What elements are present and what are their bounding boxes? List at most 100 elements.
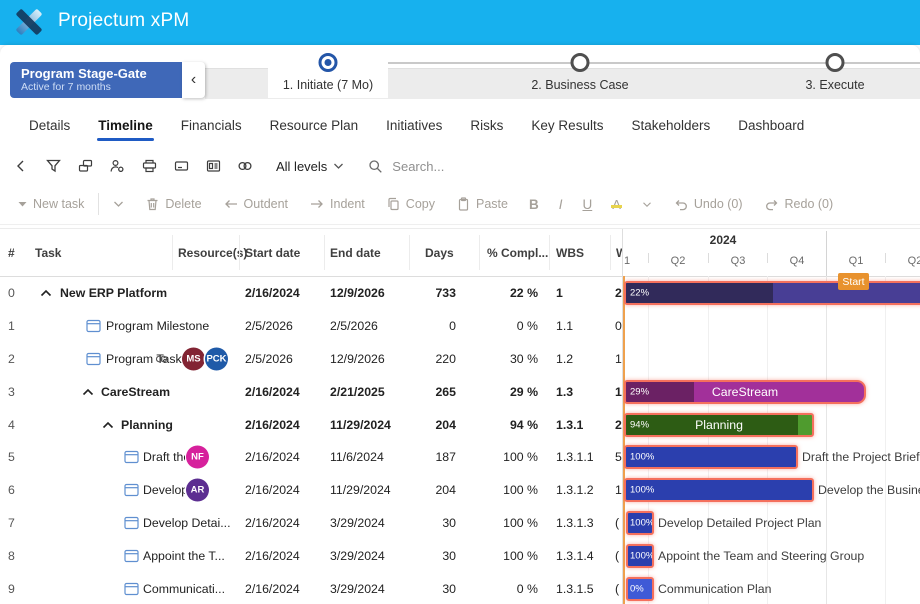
- filter-button[interactable]: [38, 152, 68, 180]
- tab-stakeholders[interactable]: Stakeholders: [630, 112, 711, 139]
- col-end[interactable]: End date: [330, 246, 381, 260]
- table-row[interactable]: 7 Develop Detai... 2/16/2024 3/29/2024 3…: [0, 506, 622, 539]
- delete-button[interactable]: Delete: [135, 190, 212, 218]
- levels-dropdown[interactable]: All levels: [268, 159, 352, 174]
- gantt-quarter-label: Q3: [731, 255, 746, 267]
- avatar[interactable]: PCK: [205, 347, 228, 370]
- tab-details[interactable]: Details: [28, 112, 71, 139]
- stage-gate-panel[interactable]: Program Stage-Gate Active for 7 months: [10, 62, 182, 98]
- stage-execute[interactable]: 3. Execute: [775, 45, 895, 103]
- bar-percent-label: 100%: [630, 518, 654, 529]
- copy-button[interactable]: Copy: [376, 190, 446, 218]
- underline-button[interactable]: U: [572, 197, 602, 212]
- table-row[interactable]: 9 Communicati... 2/16/2024 3/29/2024 30 …: [0, 572, 622, 604]
- task-icon: [124, 516, 139, 529]
- gantt-bar-summary[interactable]: 94% Planning: [624, 413, 814, 437]
- bar-right-label: Communication Plan: [658, 582, 771, 596]
- tab-initiatives[interactable]: Initiatives: [385, 112, 443, 139]
- gantt-bar-summary[interactable]: 29% CareStream: [624, 380, 866, 404]
- col-pct[interactable]: % Compl...: [487, 246, 548, 260]
- print-button[interactable]: [134, 152, 164, 180]
- trash-icon: [146, 197, 159, 211]
- group-button[interactable]: [70, 152, 100, 180]
- bar-right-label: Develop Detailed Project Plan: [658, 516, 821, 530]
- new-task-button[interactable]: New task: [16, 190, 95, 218]
- chevron-down-icon: [333, 162, 344, 170]
- tiles-icon: [78, 159, 93, 173]
- printer-icon: [142, 159, 157, 173]
- table-row[interactable]: 8 Appoint the T... 2/16/2024 3/29/2024 3…: [0, 539, 622, 572]
- italic-button[interactable]: I: [549, 197, 573, 212]
- collapse-caret-icon[interactable]: [102, 421, 114, 429]
- tab-timeline[interactable]: Timeline: [97, 112, 154, 139]
- tab-resource-plan[interactable]: Resource Plan: [269, 112, 360, 139]
- view-toolbar: All levels: [0, 148, 920, 184]
- table-row[interactable]: 4 Planning 2/16/2024 11/29/2024 204 94 %…: [0, 408, 622, 441]
- task-table-pane: # Task Resource(s) Start date End date D…: [0, 229, 623, 604]
- tab-financials[interactable]: Financials: [180, 112, 243, 139]
- link-tasks-button[interactable]: [230, 152, 260, 180]
- paste-button[interactable]: Paste: [446, 190, 519, 218]
- redo-icon: [765, 198, 779, 211]
- stage-gate-collapse-button[interactable]: ‹: [182, 62, 205, 98]
- highlight-menu-button[interactable]: [631, 190, 663, 218]
- details-list-button[interactable]: [198, 152, 228, 180]
- table-row[interactable]: 0 New ERP Platform 2/16/2024 12/9/2026 7…: [0, 276, 622, 309]
- collapse-caret-icon[interactable]: [82, 388, 94, 396]
- new-task-menu-button[interactable]: [102, 190, 135, 218]
- task-name: Draft the Proj...: [143, 450, 185, 464]
- resource-settings-button[interactable]: [102, 152, 132, 180]
- gantt-bar-task[interactable]: 100%: [626, 511, 654, 535]
- gantt-bar-task[interactable]: 100%: [626, 544, 654, 568]
- task-name: Develop Detai...: [143, 516, 231, 530]
- bold-button[interactable]: B: [519, 197, 549, 212]
- gantt-bar-summary[interactable]: 22%: [624, 281, 920, 305]
- link-icon: [154, 353, 169, 364]
- table-row[interactable]: 6 Develop the B... AR 2/16/2024 11/29/20…: [0, 473, 622, 506]
- redo-button[interactable]: Redo (0): [754, 190, 845, 218]
- col-days[interactable]: Days: [425, 246, 454, 260]
- stage-label: 2. Business Case: [531, 78, 628, 92]
- avatar[interactable]: MS: [182, 347, 205, 370]
- gantt-quarter-label: Q2: [671, 255, 686, 267]
- stage-circle-icon: [826, 53, 845, 72]
- col-start[interactable]: Start date: [245, 246, 300, 260]
- tab-key-results[interactable]: Key Results: [530, 112, 604, 139]
- table-row[interactable]: 3 CareStream 2/16/2024 2/21/2025 265 29 …: [0, 375, 622, 408]
- indent-button[interactable]: Indent: [299, 190, 376, 218]
- stage-gate-title: Program Stage-Gate: [21, 66, 182, 81]
- link-icon: [237, 159, 253, 173]
- task-icon: [124, 582, 139, 595]
- col-w[interactable]: W: [616, 246, 623, 260]
- bar-percent-label: 100%: [630, 485, 654, 496]
- task-icon: [124, 549, 139, 562]
- task-icon: [86, 319, 101, 332]
- collapse-caret-icon[interactable]: [40, 289, 52, 297]
- table-row[interactable]: 1 Program Milestone 2/5/2026 2/5/2026 0 …: [0, 309, 622, 342]
- arrow-right-icon: [310, 198, 324, 210]
- outdent-button[interactable]: Outdent: [213, 190, 299, 218]
- card-view-button[interactable]: [166, 152, 196, 180]
- tab-dashboard[interactable]: Dashboard: [737, 112, 805, 139]
- table-row[interactable]: 2 Program Task MS PCK 2/5/2026 12/9/2026…: [0, 342, 622, 375]
- gantt-bar-task[interactable]: 100%: [624, 478, 814, 502]
- stage-initiate[interactable]: 1. Initiate (7 Mo): [268, 45, 388, 103]
- bar-right-label: Develop the Business Case: [818, 483, 920, 497]
- bar-percent-label: 0%: [630, 584, 644, 595]
- col-num[interactable]: #: [8, 246, 15, 260]
- start-milestone[interactable]: Start: [838, 273, 869, 290]
- gantt-bar-task[interactable]: 0%: [626, 577, 654, 601]
- avatar[interactable]: AR: [186, 478, 209, 501]
- col-task[interactable]: Task: [35, 246, 61, 260]
- col-wbs[interactable]: WBS: [556, 246, 584, 260]
- avatar[interactable]: NF: [186, 445, 209, 468]
- table-row[interactable]: 5 Draft the Proj... NF 2/16/2024 11/6/20…: [0, 440, 622, 473]
- search-input[interactable]: [390, 158, 504, 175]
- undo-button[interactable]: Undo (0): [663, 190, 754, 218]
- tab-risks[interactable]: Risks: [469, 112, 504, 139]
- back-button[interactable]: [6, 152, 36, 180]
- stage-business-case[interactable]: 2. Business Case: [520, 45, 640, 103]
- col-resources[interactable]: Resource(s): [178, 246, 247, 260]
- highlight-color-button[interactable]: A: [602, 197, 631, 212]
- gantt-bar-task[interactable]: 100%: [624, 445, 798, 469]
